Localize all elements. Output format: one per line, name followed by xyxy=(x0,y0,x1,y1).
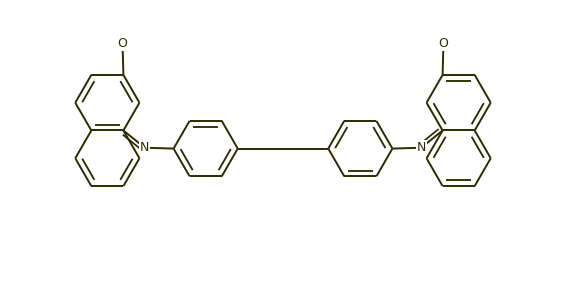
Text: N: N xyxy=(417,141,426,154)
Text: N: N xyxy=(140,141,149,154)
Text: O: O xyxy=(439,37,448,50)
Text: O: O xyxy=(118,37,127,50)
